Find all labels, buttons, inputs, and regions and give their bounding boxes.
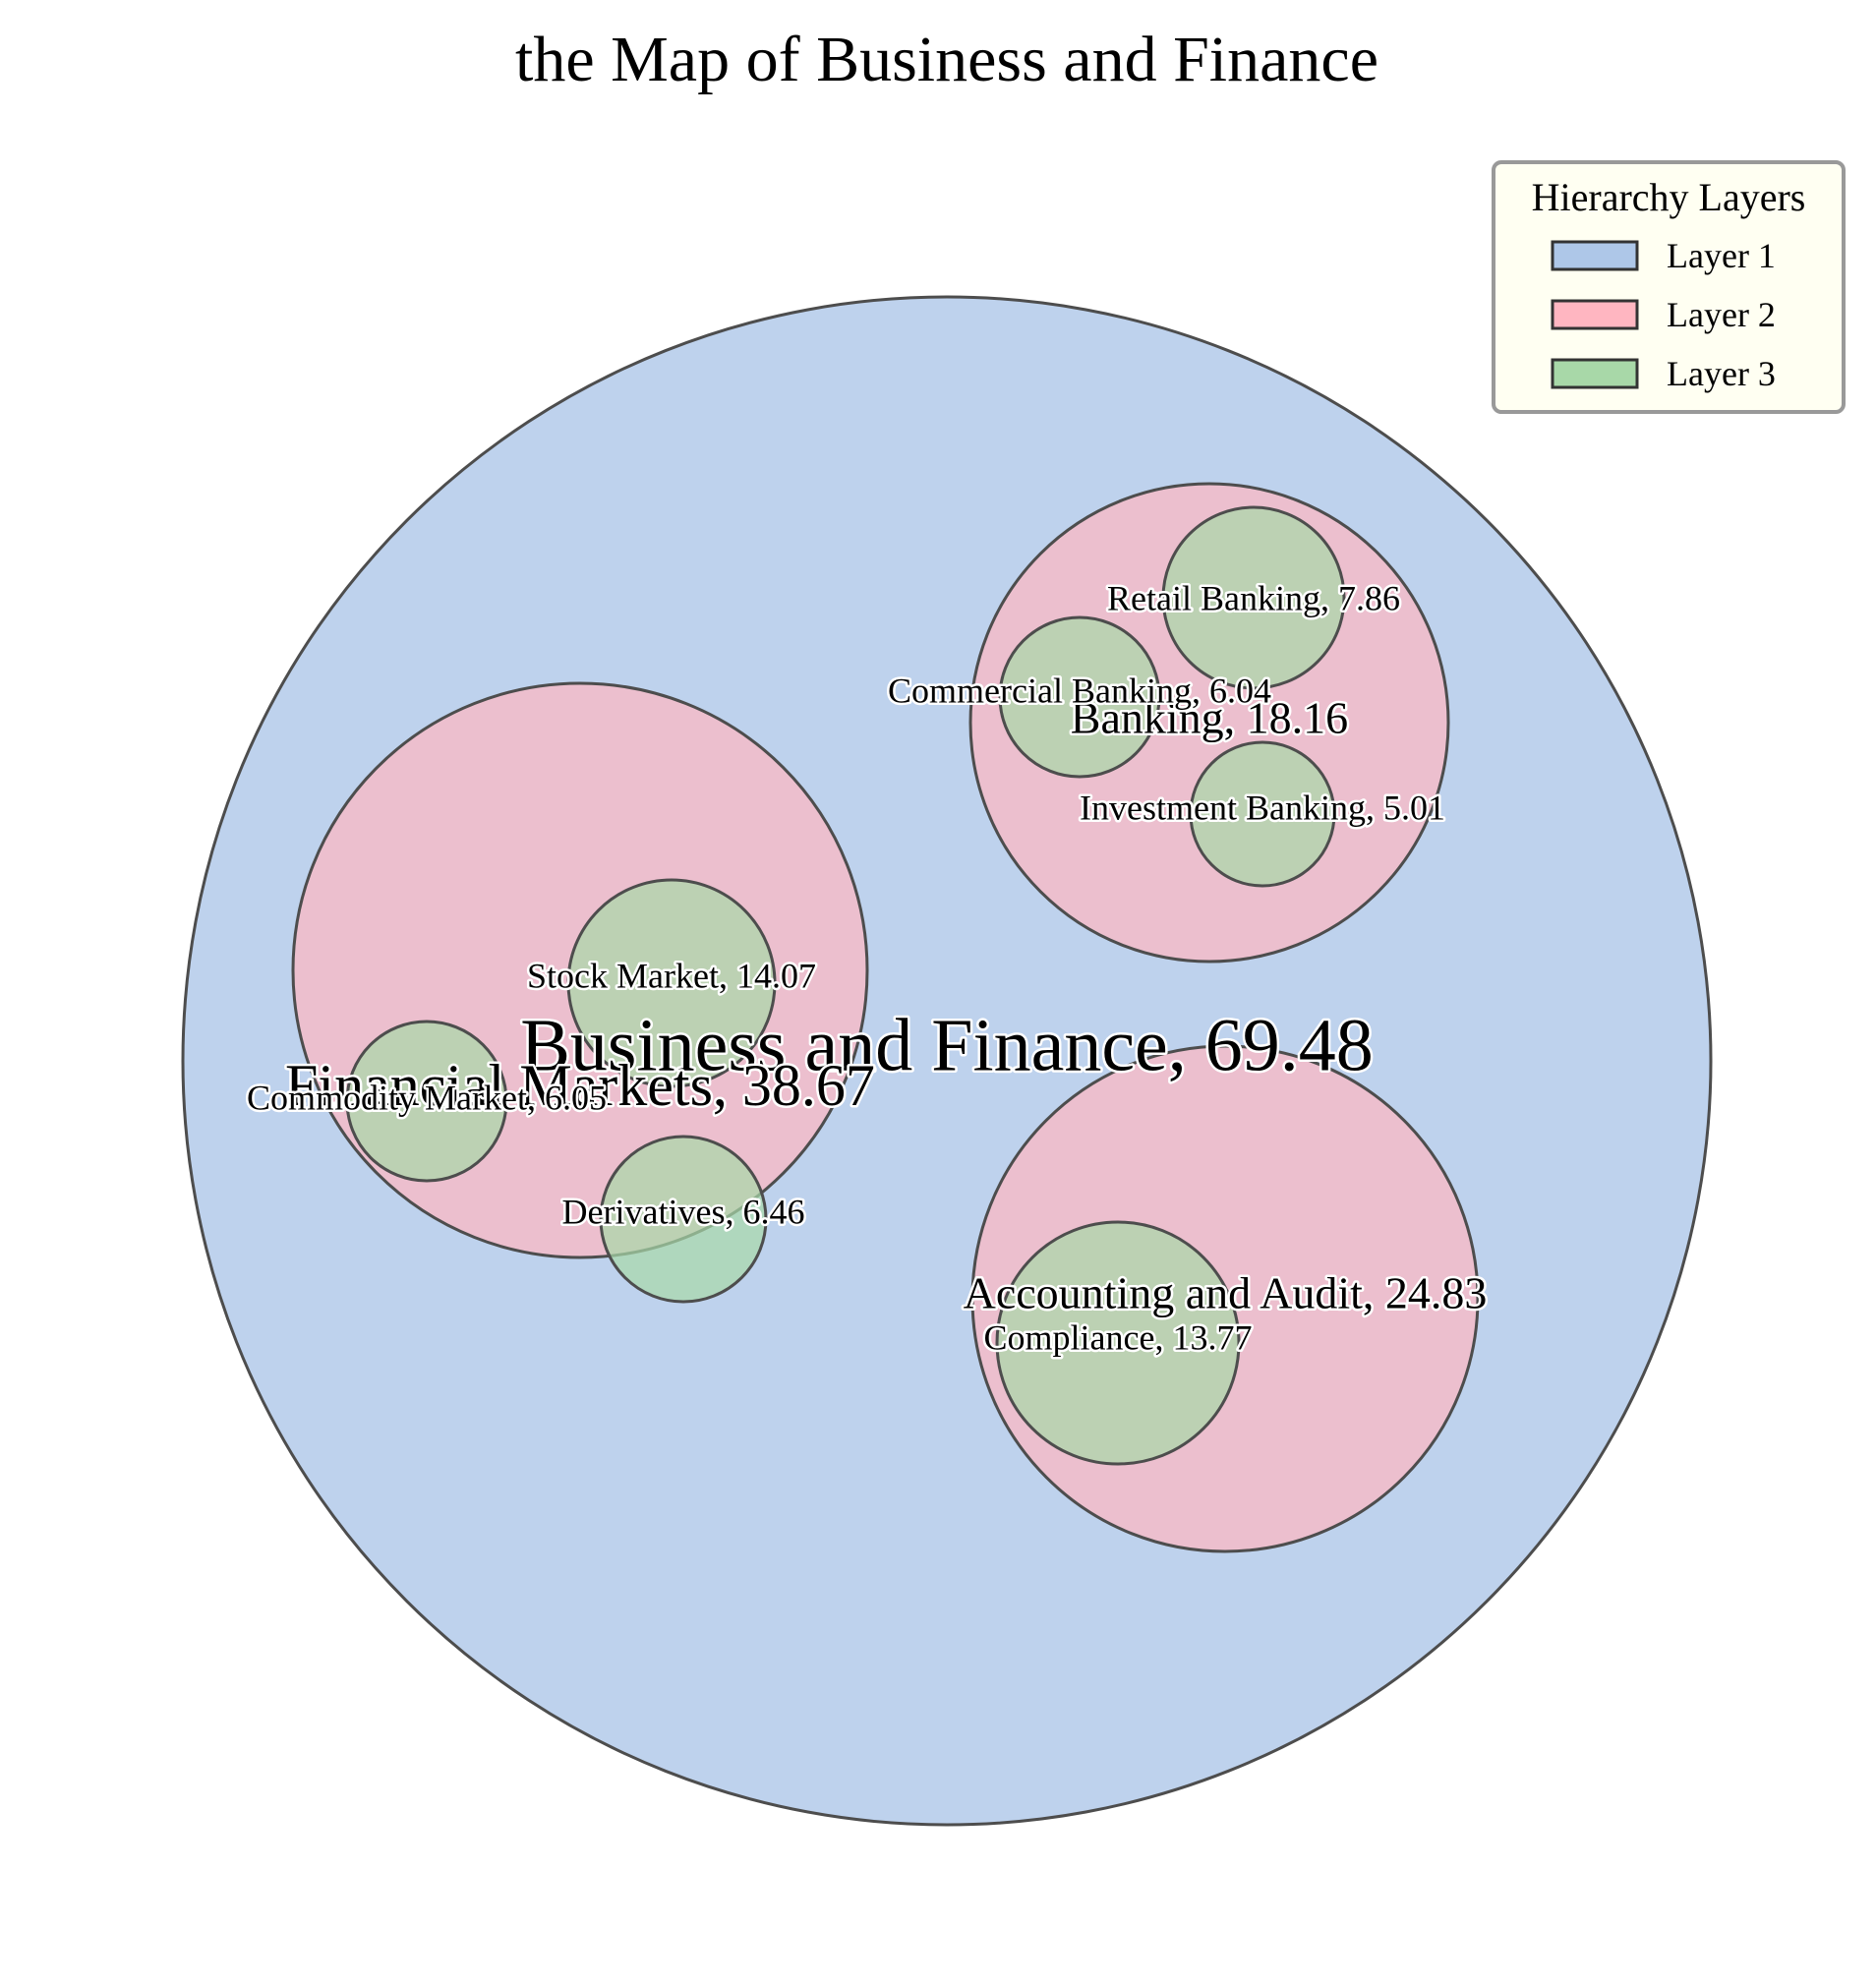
bubble-commodity xyxy=(345,1020,508,1183)
bubble-label-invest: Investment Banking, 5.01 xyxy=(1080,788,1445,827)
bubble-label-banking: Banking, 18.16 xyxy=(1071,693,1348,743)
bubble-label-root: Business and Finance, 69.48 xyxy=(520,1004,1374,1086)
legend-swatch-layer-1 xyxy=(1551,240,1639,271)
chart-title: the Map of Business and Finance xyxy=(515,24,1378,95)
bubble-deriv xyxy=(599,1135,768,1304)
bubble-retail xyxy=(1161,505,1346,690)
legend-label-layer-1: Layer 1 xyxy=(1667,236,1776,275)
bubble-label-compliance: Compliance, 13.77 xyxy=(984,1317,1253,1357)
bubble-label-deriv: Derivatives, 6.46 xyxy=(562,1192,805,1231)
legend-swatch-layer-2 xyxy=(1551,299,1639,330)
bubble-circles xyxy=(181,295,1713,1827)
bubble-compliance xyxy=(995,1220,1241,1466)
legend: Hierarchy Layers Layer 1 Layer 2 Layer 3 xyxy=(1492,160,1846,414)
bubble-stock xyxy=(566,878,777,1088)
bubble-invest xyxy=(1189,740,1336,888)
bubble-label-commercial: Commercial Banking, 6.04 xyxy=(888,671,1271,710)
bubble-label-aa: Accounting and Audit, 24.83 xyxy=(964,1268,1488,1318)
legend-entries: Layer 1 Layer 2 Layer 3 xyxy=(1551,236,1776,393)
legend-label-layer-3: Layer 3 xyxy=(1667,354,1776,393)
legend-title: Hierarchy Layers xyxy=(1532,175,1806,219)
bubble-label-commodity: Commodity Market, 6.05 xyxy=(247,1078,607,1117)
bubble-label-fm: Financial Markets, 38.67 xyxy=(285,1053,875,1118)
bubble-commercial xyxy=(998,615,1161,779)
legend-frame xyxy=(1492,160,1846,414)
bubble-label-retail: Retail Banking, 7.86 xyxy=(1107,578,1400,617)
bubble-label-stock: Stock Market, 14.07 xyxy=(527,956,816,995)
legend-label-layer-2: Layer 2 xyxy=(1667,295,1776,334)
legend-swatch-layer-3 xyxy=(1551,358,1639,389)
